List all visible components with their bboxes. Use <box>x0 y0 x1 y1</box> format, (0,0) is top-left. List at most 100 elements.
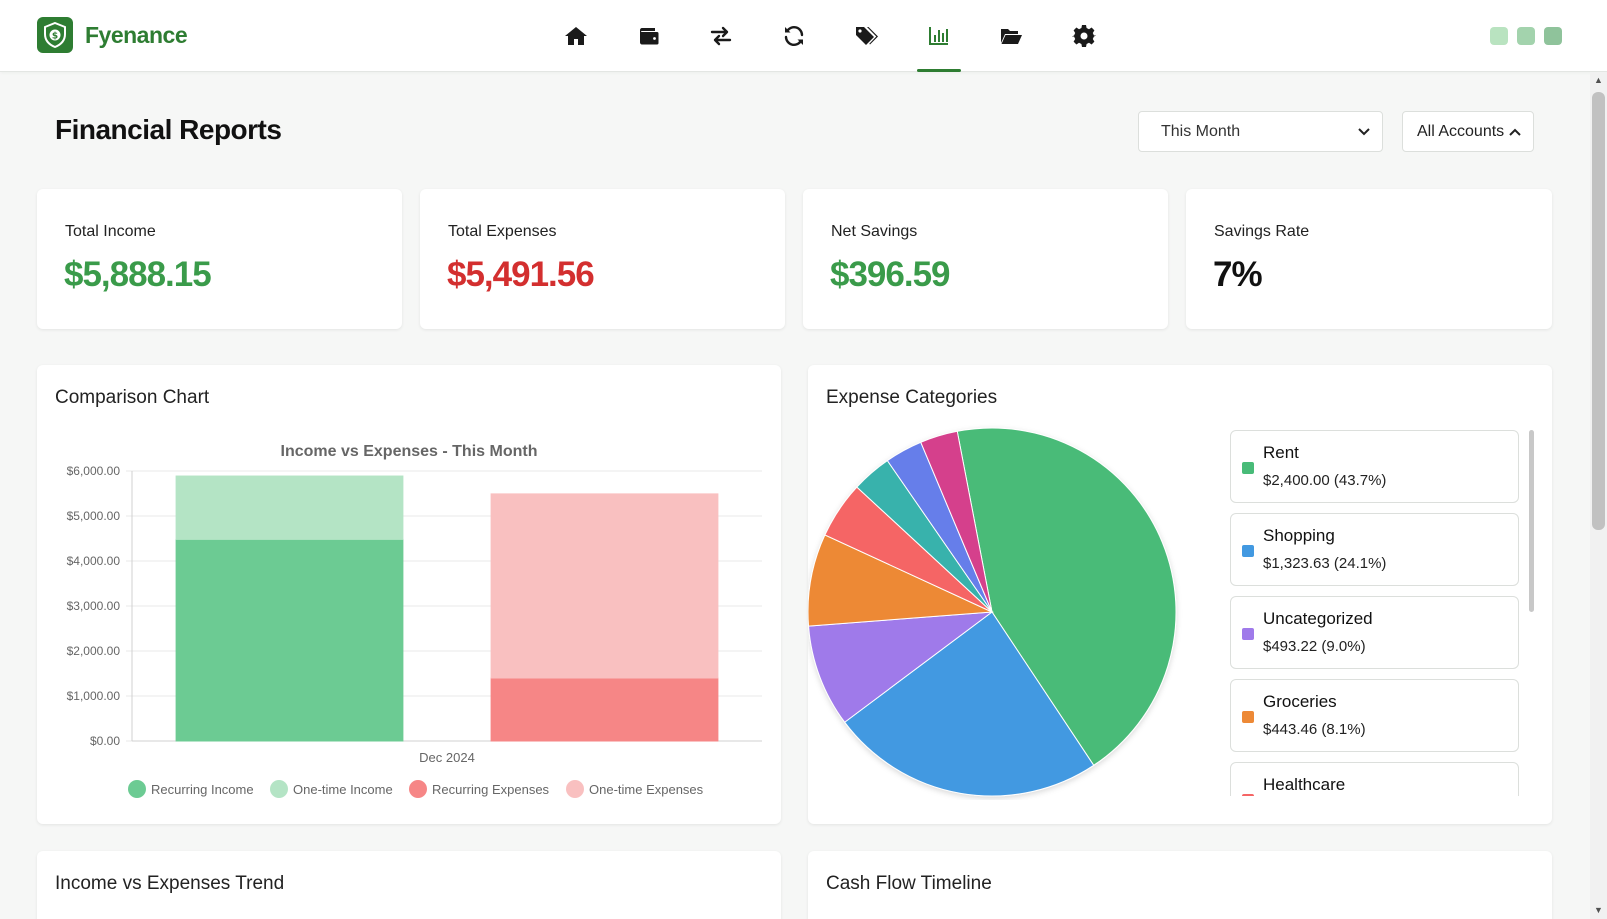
stat-card-total-expenses: Total Expenses $5,491.56 <box>420 189 785 329</box>
nav-recurring[interactable] <box>758 0 831 72</box>
scroll-down-arrow-icon[interactable]: ▼ <box>1590 902 1607 919</box>
chevron-down-icon <box>1358 128 1370 136</box>
transfer-icon <box>709 24 733 48</box>
window-close-button[interactable] <box>1544 27 1562 45</box>
nav-reports[interactable] <box>903 0 976 72</box>
cash-flow-panel: Cash Flow Timeline <box>808 851 1552 919</box>
x-tick-label: Dec 2024 <box>419 750 475 765</box>
stat-label: Savings Rate <box>1214 223 1309 241</box>
legend-label: One-time Expenses <box>589 782 704 797</box>
nav-home[interactable] <box>540 0 613 72</box>
category-name: Rent <box>1263 443 1299 463</box>
brand[interactable]: $ Fyenance <box>37 17 187 53</box>
category-value: $443.46 (8.1%) <box>1263 721 1366 738</box>
pie-slices <box>808 428 1176 796</box>
expense-pie-chart <box>808 420 1198 800</box>
stat-card-savings-rate: Savings Rate 7% <box>1186 189 1552 329</box>
period-select-value: This Month <box>1161 123 1240 141</box>
nav-files[interactable] <box>975 0 1048 72</box>
stat-label: Total Expenses <box>448 223 557 241</box>
stat-card-total-income: Total Income $5,888.15 <box>37 189 402 329</box>
category-item-uncategorized[interactable]: Uncategorized $493.22 (9.0%) <box>1230 596 1519 669</box>
home-icon <box>564 24 588 48</box>
y-tick-label: $5,000.00 <box>67 509 121 523</box>
nav-categories[interactable] <box>830 0 903 72</box>
bar-recurring-income <box>176 539 403 741</box>
scroll-thumb[interactable] <box>1592 92 1605 530</box>
shield-logo-icon: $ <box>37 17 73 53</box>
main-nav <box>540 0 1120 72</box>
page-title: Financial Reports <box>55 114 281 146</box>
tags-icon <box>854 24 878 48</box>
trend-panel: Income vs Expenses Trend <box>37 851 781 919</box>
stat-card-net-savings: Net Savings $396.59 <box>803 189 1168 329</box>
category-item-healthcare[interactable]: Healthcare <box>1230 762 1519 796</box>
y-tick-label: $2,000.00 <box>67 644 121 658</box>
category-name: Healthcare <box>1263 775 1345 795</box>
y-tick-label: $3,000.00 <box>67 599 121 613</box>
legend-swatch <box>566 780 584 798</box>
category-item-rent[interactable]: Rent $2,400.00 (43.7%) <box>1230 430 1519 503</box>
folder-open-icon <box>999 24 1023 48</box>
category-color-dot <box>1242 545 1254 557</box>
gear-icon <box>1072 24 1096 48</box>
top-navigation-bar: $ Fyenance <box>0 0 1607 72</box>
legend-item: Recurring Income <box>128 780 254 798</box>
stat-value: $5,491.56 <box>447 255 594 295</box>
category-value: $1,323.63 (24.1%) <box>1263 555 1386 572</box>
chevron-up-icon <box>1509 128 1521 136</box>
y-tick-label: $4,000.00 <box>67 554 121 568</box>
category-legend-list[interactable]: Rent $2,400.00 (43.7%) Shopping $1,323.6… <box>1230 430 1530 796</box>
legend-item: One-time Income <box>270 780 393 798</box>
window-controls <box>1490 27 1562 45</box>
nav-transactions[interactable] <box>685 0 758 72</box>
y-tick-label: $1,000.00 <box>67 689 121 703</box>
panel-title: Cash Flow Timeline <box>826 873 992 895</box>
legend-label: Recurring Expenses <box>432 782 550 797</box>
category-item-shopping[interactable]: Shopping $1,323.63 (24.1%) <box>1230 513 1519 586</box>
category-list-scrollbar[interactable] <box>1529 430 1534 612</box>
legend-item: Recurring Expenses <box>409 780 550 798</box>
category-item-groceries[interactable]: Groceries $443.46 (8.1%) <box>1230 679 1519 752</box>
scroll-up-arrow-icon[interactable]: ▲ <box>1590 72 1607 89</box>
period-select[interactable]: This Month <box>1138 111 1383 152</box>
category-name: Shopping <box>1263 526 1335 546</box>
chart-title: Income vs Expenses - This Month <box>281 443 538 460</box>
category-name: Uncategorized <box>1263 609 1373 629</box>
category-color-dot <box>1242 711 1254 723</box>
legend-item: One-time Expenses <box>566 780 704 798</box>
nav-settings[interactable] <box>1048 0 1121 72</box>
nav-accounts[interactable] <box>613 0 686 72</box>
category-name: Groceries <box>1263 692 1337 712</box>
bar-one-time-income <box>176 476 403 539</box>
window-minimize-button[interactable] <box>1490 27 1508 45</box>
wallet-icon <box>637 24 661 48</box>
page-scrollbar[interactable]: ▲ ▼ <box>1590 72 1607 919</box>
category-value: $2,400.00 (43.7%) <box>1263 472 1386 489</box>
stat-label: Net Savings <box>831 223 917 241</box>
window-maximize-button[interactable] <box>1517 27 1535 45</box>
category-value: $493.22 (9.0%) <box>1263 638 1366 655</box>
stat-value: $396.59 <box>830 255 950 295</box>
recurring-icon <box>782 24 806 48</box>
bar-recurring-expenses <box>491 678 718 741</box>
y-tick-label: $6,000.00 <box>67 464 121 478</box>
legend-swatch <box>409 780 427 798</box>
accounts-select[interactable]: All Accounts <box>1402 111 1534 152</box>
income-expenses-bar-chart: Income vs Expenses - This Month $0.00 $1,0… <box>37 365 781 824</box>
stat-value: 7% <box>1213 255 1262 295</box>
category-color-dot <box>1242 794 1254 796</box>
stat-value: $5,888.15 <box>64 255 211 295</box>
brand-name: Fyenance <box>85 22 187 49</box>
svg-text:$: $ <box>52 32 58 42</box>
legend-swatch <box>128 780 146 798</box>
legend-label: One-time Income <box>293 782 393 797</box>
category-color-dot <box>1242 628 1254 640</box>
legend-label: Recurring Income <box>151 782 254 797</box>
category-color-dot <box>1242 462 1254 474</box>
accounts-select-value: All Accounts <box>1417 123 1504 141</box>
y-tick-label: $0.00 <box>90 734 120 748</box>
reports-icon <box>927 24 951 48</box>
panel-title: Income vs Expenses Trend <box>55 873 284 895</box>
legend-swatch <box>270 780 288 798</box>
